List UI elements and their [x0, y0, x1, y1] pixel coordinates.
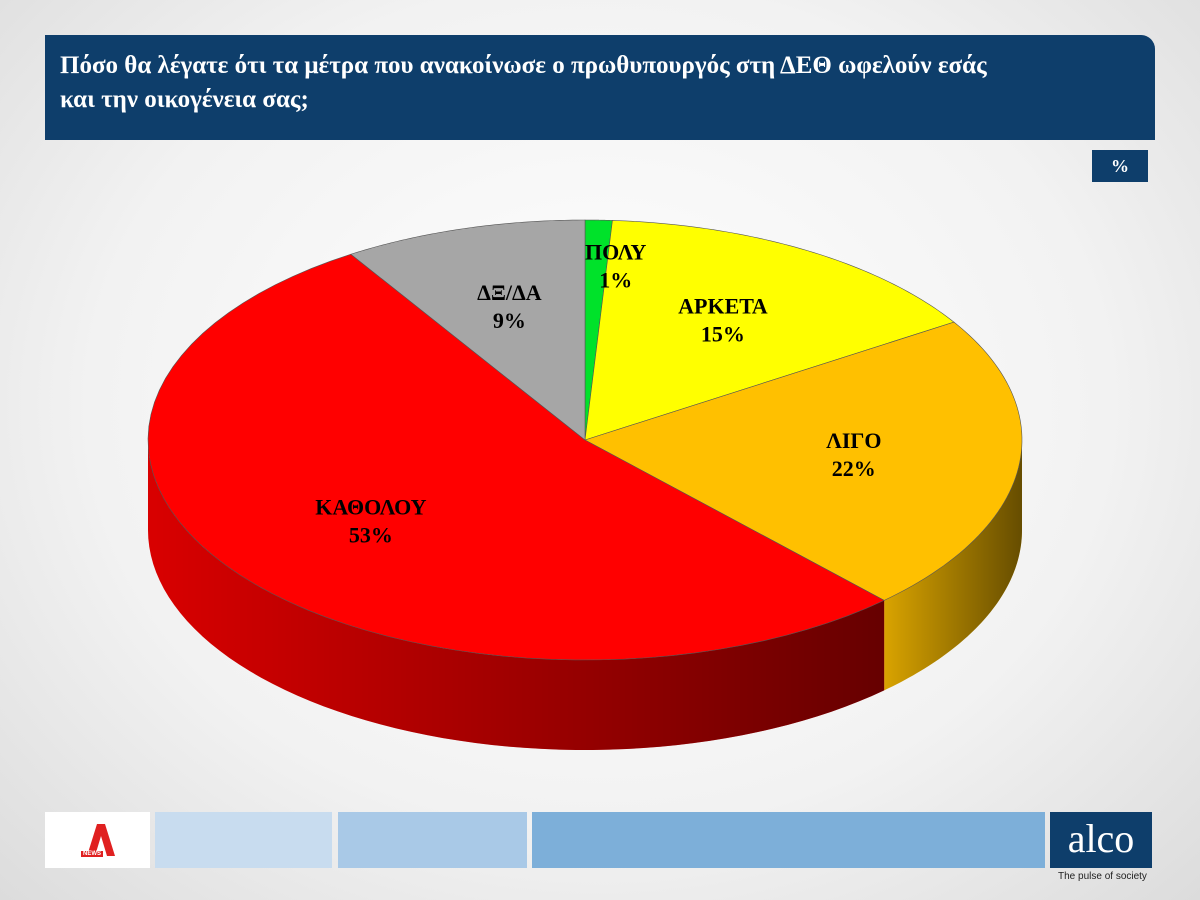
slice: [350, 219, 586, 441]
slice-label: ΔΞ/ΔΑ: [477, 280, 542, 305]
left-logo-text: NEWS: [81, 851, 103, 857]
slice: [147, 253, 885, 661]
footer-box: [532, 812, 1045, 868]
value-label: 53%: [349, 523, 393, 548]
alpha-logo: [87, 824, 115, 856]
slice-side-shade: [884, 440, 1022, 691]
footer-box: [45, 812, 150, 868]
unit-box: %: [1092, 150, 1148, 182]
slice: [584, 220, 955, 441]
slice-label: ΠΟΛΥ: [585, 240, 647, 265]
title-bar: Πόσο θα λέγατε ότι τα μέτρα που ανακοίνω…: [45, 35, 1155, 140]
value-label: 22%: [832, 456, 876, 481]
chart-title: Πόσο θα λέγατε ότι τα μέτρα που ανακοίνω…: [60, 52, 987, 113]
footer-box: [155, 812, 332, 868]
tagline: The pulse of society: [1058, 871, 1147, 882]
slice-label: ΑΡΚΕΤΑ: [678, 294, 768, 319]
slice: [584, 321, 1023, 601]
value-label: 1%: [599, 268, 632, 293]
value-label: 15%: [701, 322, 745, 347]
value-label: 9%: [493, 308, 526, 333]
footer-box: [338, 812, 527, 868]
slice-label: ΚΑΘΟΛΟΥ: [315, 495, 426, 520]
slice-side-shade: [148, 440, 885, 750]
slice-label: ΛΙΓΟ: [826, 428, 881, 453]
right-logo: alco: [1050, 812, 1152, 868]
